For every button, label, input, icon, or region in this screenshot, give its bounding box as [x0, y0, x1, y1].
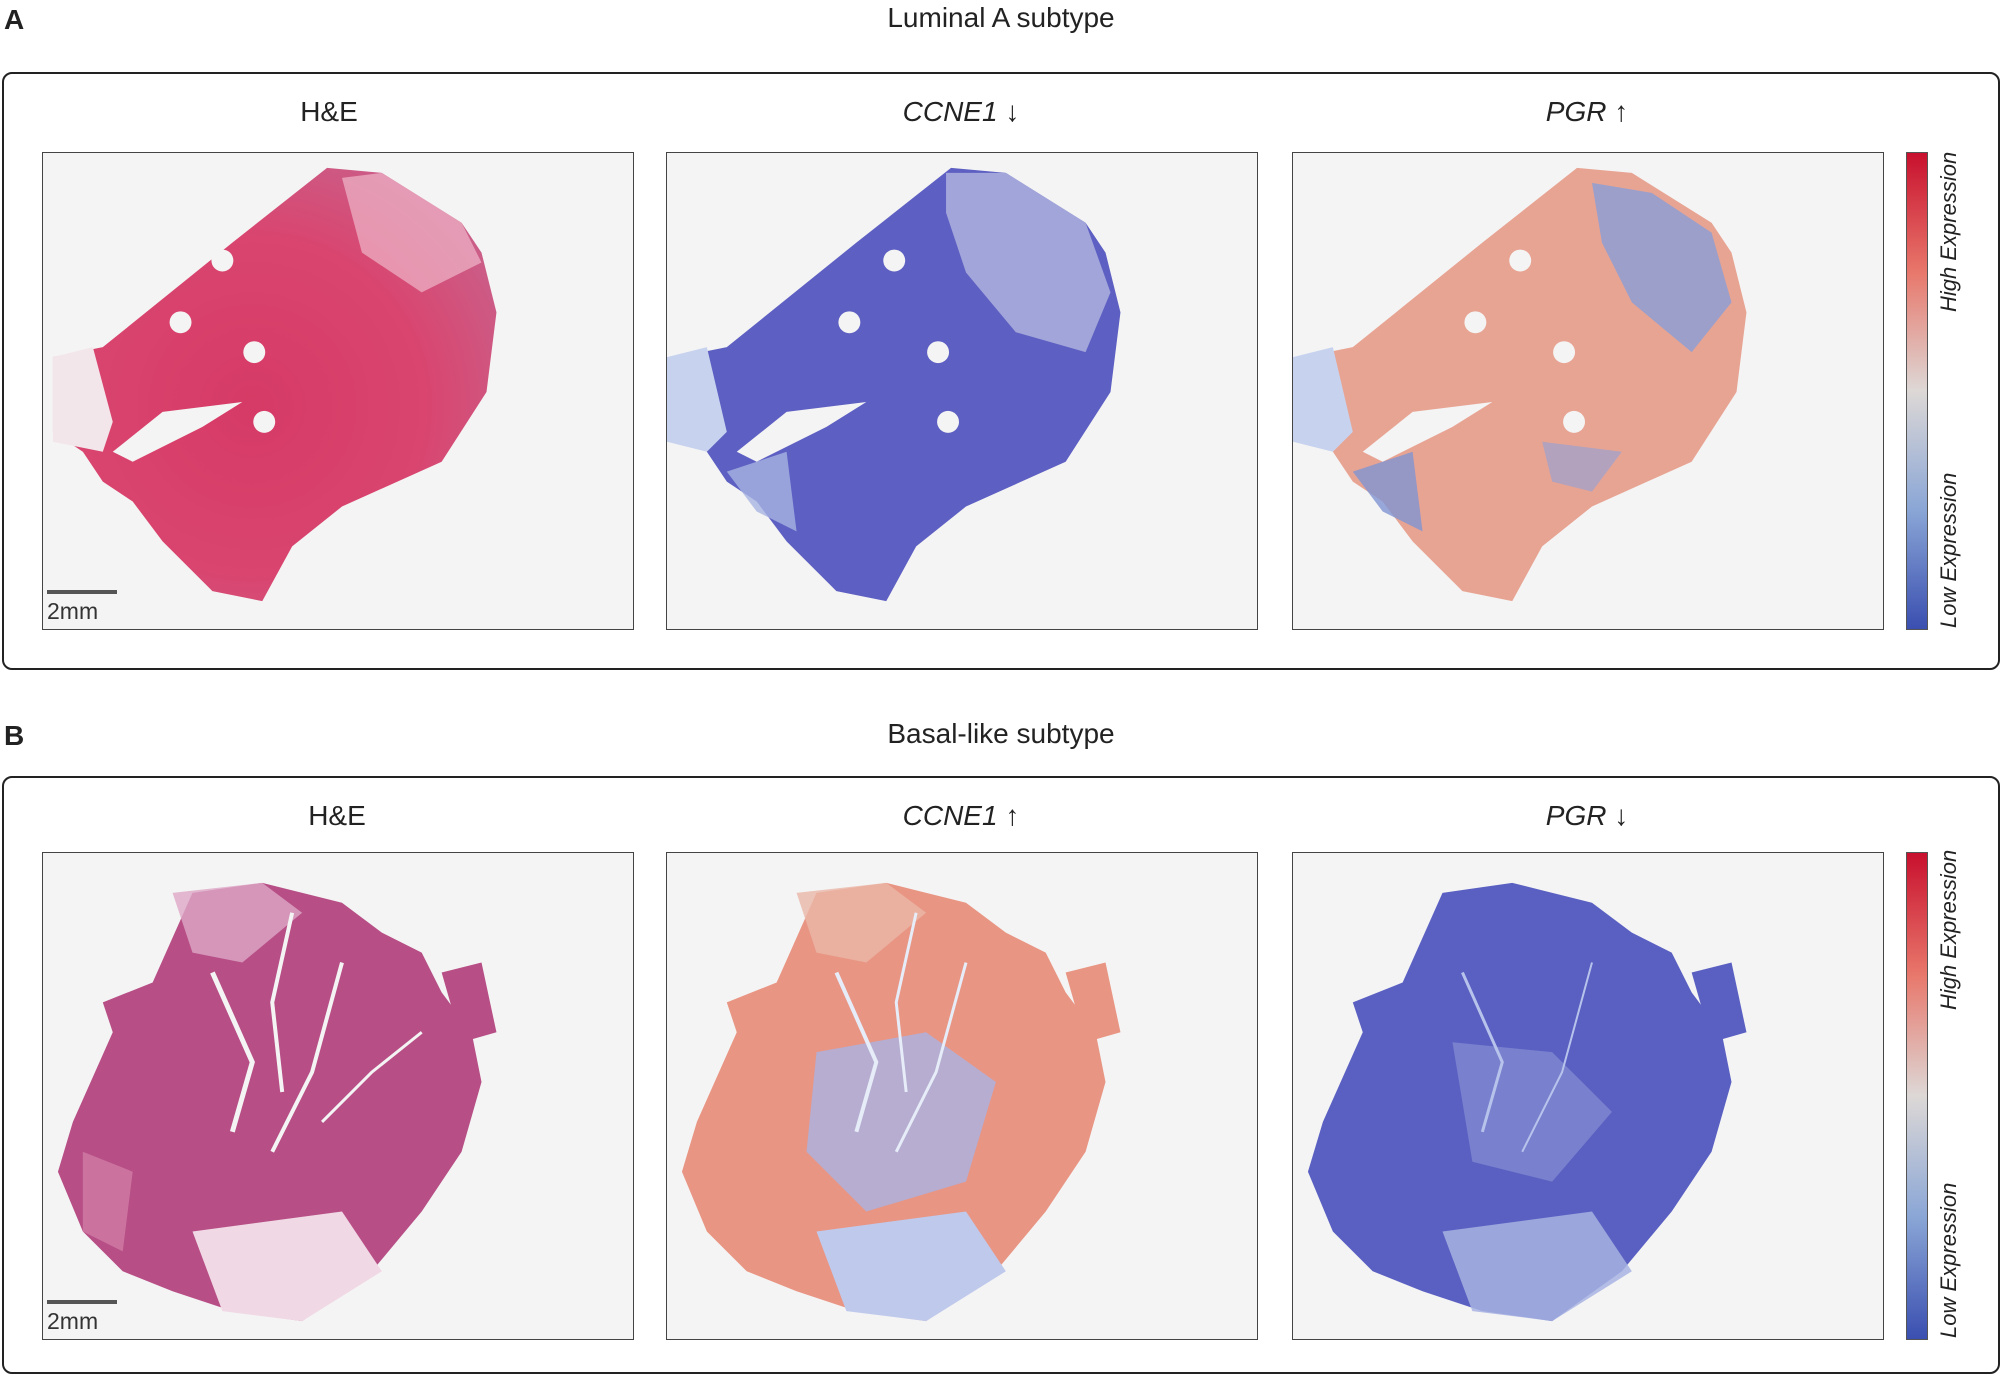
arrow-label: ↓ [1005, 96, 1020, 127]
panel-a-ccne1-image [666, 152, 1258, 630]
column-label: H&E [300, 96, 358, 127]
panel-b-ccne1-image [666, 852, 1258, 1340]
panel-a-colorbar-high-label: High Expression [1936, 151, 1961, 312]
panel-a-colorbar [1906, 152, 1928, 630]
panel-b-frame [2, 776, 2000, 1374]
panel-a-pgr-image [1292, 152, 1884, 630]
panel-a-scalebar: 2mm [47, 590, 117, 625]
panel-a-colorbar-low-label: Low Expression [1936, 472, 1961, 628]
panel-b-col-pgr-title: PGR ↓ [1292, 802, 1882, 830]
panel-b-scalebar: 2mm [47, 1300, 117, 1335]
panel-a-col-pgr-title: PGR ↑ [1292, 98, 1882, 126]
scalebar-line [47, 1300, 117, 1304]
scalebar-line [47, 590, 117, 594]
panel-a-letter: A [4, 4, 25, 35]
panel-b-letter: B [4, 720, 25, 751]
arrow-label: ↓ [1614, 800, 1629, 831]
gene-label: CCNE1 [902, 96, 998, 127]
panel-b-col-ccne1-title: CCNE1 ↑ [666, 802, 1256, 830]
arrow-label: ↑ [1614, 96, 1629, 127]
scalebar-label: 2mm [47, 1308, 99, 1334]
panel-a-col-he-title: H&E [34, 98, 624, 126]
gene-label: CCNE1 [902, 800, 998, 831]
panel-a-frame [2, 72, 2000, 670]
gene-label: PGR [1545, 800, 1607, 831]
panel-b-col-he-title: H&E [42, 802, 632, 830]
panel-b-title: Basal-like subtype [887, 718, 1115, 749]
panel-b-pgr-image [1292, 852, 1884, 1340]
panel-a-he-image: 2mm [42, 152, 634, 630]
panel-b-he-image: 2mm [42, 852, 634, 1340]
scalebar-label: 2mm [47, 598, 99, 624]
arrow-label: ↑ [1005, 800, 1020, 831]
column-label: H&E [308, 800, 366, 831]
panel-a-col-ccne1-title: CCNE1 ↓ [666, 98, 1256, 126]
panel-b-colorbar [1906, 852, 1928, 1340]
gene-label: PGR [1545, 96, 1607, 127]
panel-b-colorbar-high-label: High Expression [1936, 849, 1961, 1010]
panel-b-colorbar-low-label: Low Expression [1936, 1182, 1961, 1338]
panel-a-title: Luminal A subtype [887, 2, 1115, 33]
